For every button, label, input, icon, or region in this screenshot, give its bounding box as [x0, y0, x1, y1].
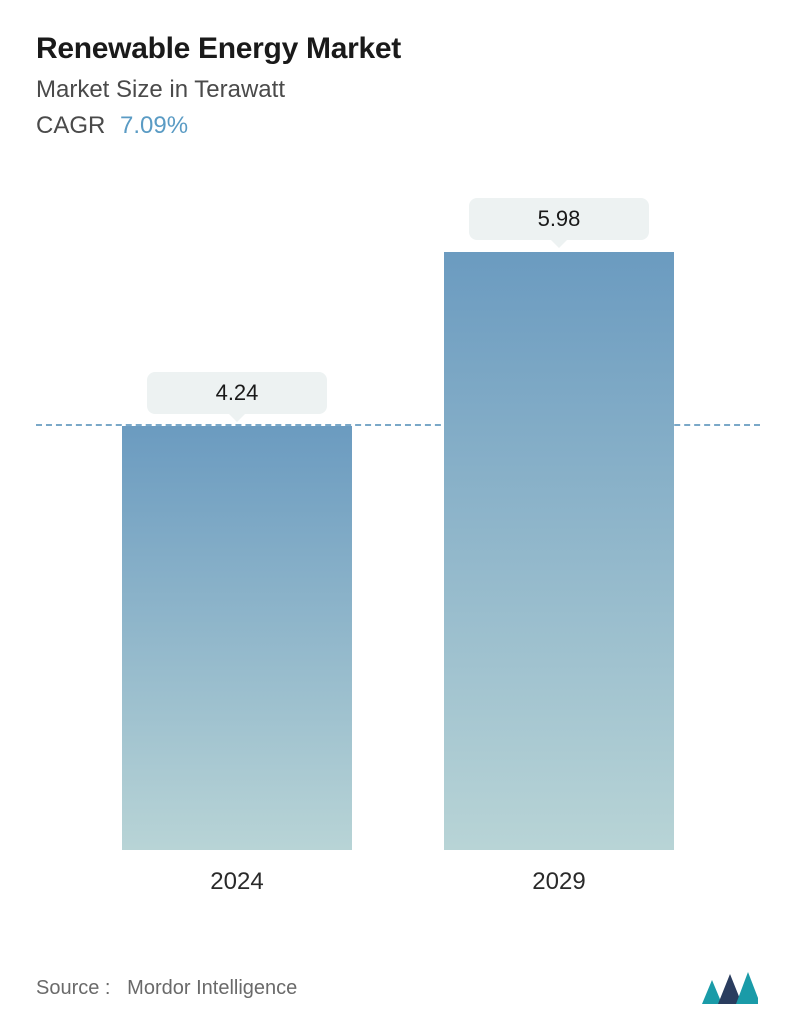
- cagr-label: CAGR: [36, 112, 105, 139]
- source-label: Source :: [36, 977, 110, 999]
- x-axis-label: 2024: [122, 868, 352, 896]
- bar-group: 4.24: [122, 372, 352, 850]
- value-badge: 4.24: [147, 372, 327, 414]
- source-text: Source : Mordor Intelligence: [36, 977, 297, 1000]
- cagr-value: 7.09%: [120, 112, 188, 139]
- bar: [444, 252, 674, 850]
- source-name: Mordor Intelligence: [127, 977, 297, 999]
- bar: [122, 426, 352, 850]
- bars-container: 4.24 5.98: [36, 190, 760, 850]
- cagr-row: CAGR 7.09%: [36, 112, 760, 140]
- chart-area: 4.24 5.98: [36, 190, 760, 850]
- chart-title: Renewable Energy Market: [36, 32, 760, 66]
- chart-footer: Source : Mordor Intelligence: [36, 970, 760, 1006]
- brand-logo-icon: [700, 970, 760, 1006]
- x-axis-label: 2029: [444, 868, 674, 896]
- chart-subtitle: Market Size in Terawatt: [36, 76, 760, 104]
- bar-group: 5.98: [444, 198, 674, 850]
- value-badge: 5.98: [469, 198, 649, 240]
- x-axis-labels: 2024 2029: [36, 850, 760, 896]
